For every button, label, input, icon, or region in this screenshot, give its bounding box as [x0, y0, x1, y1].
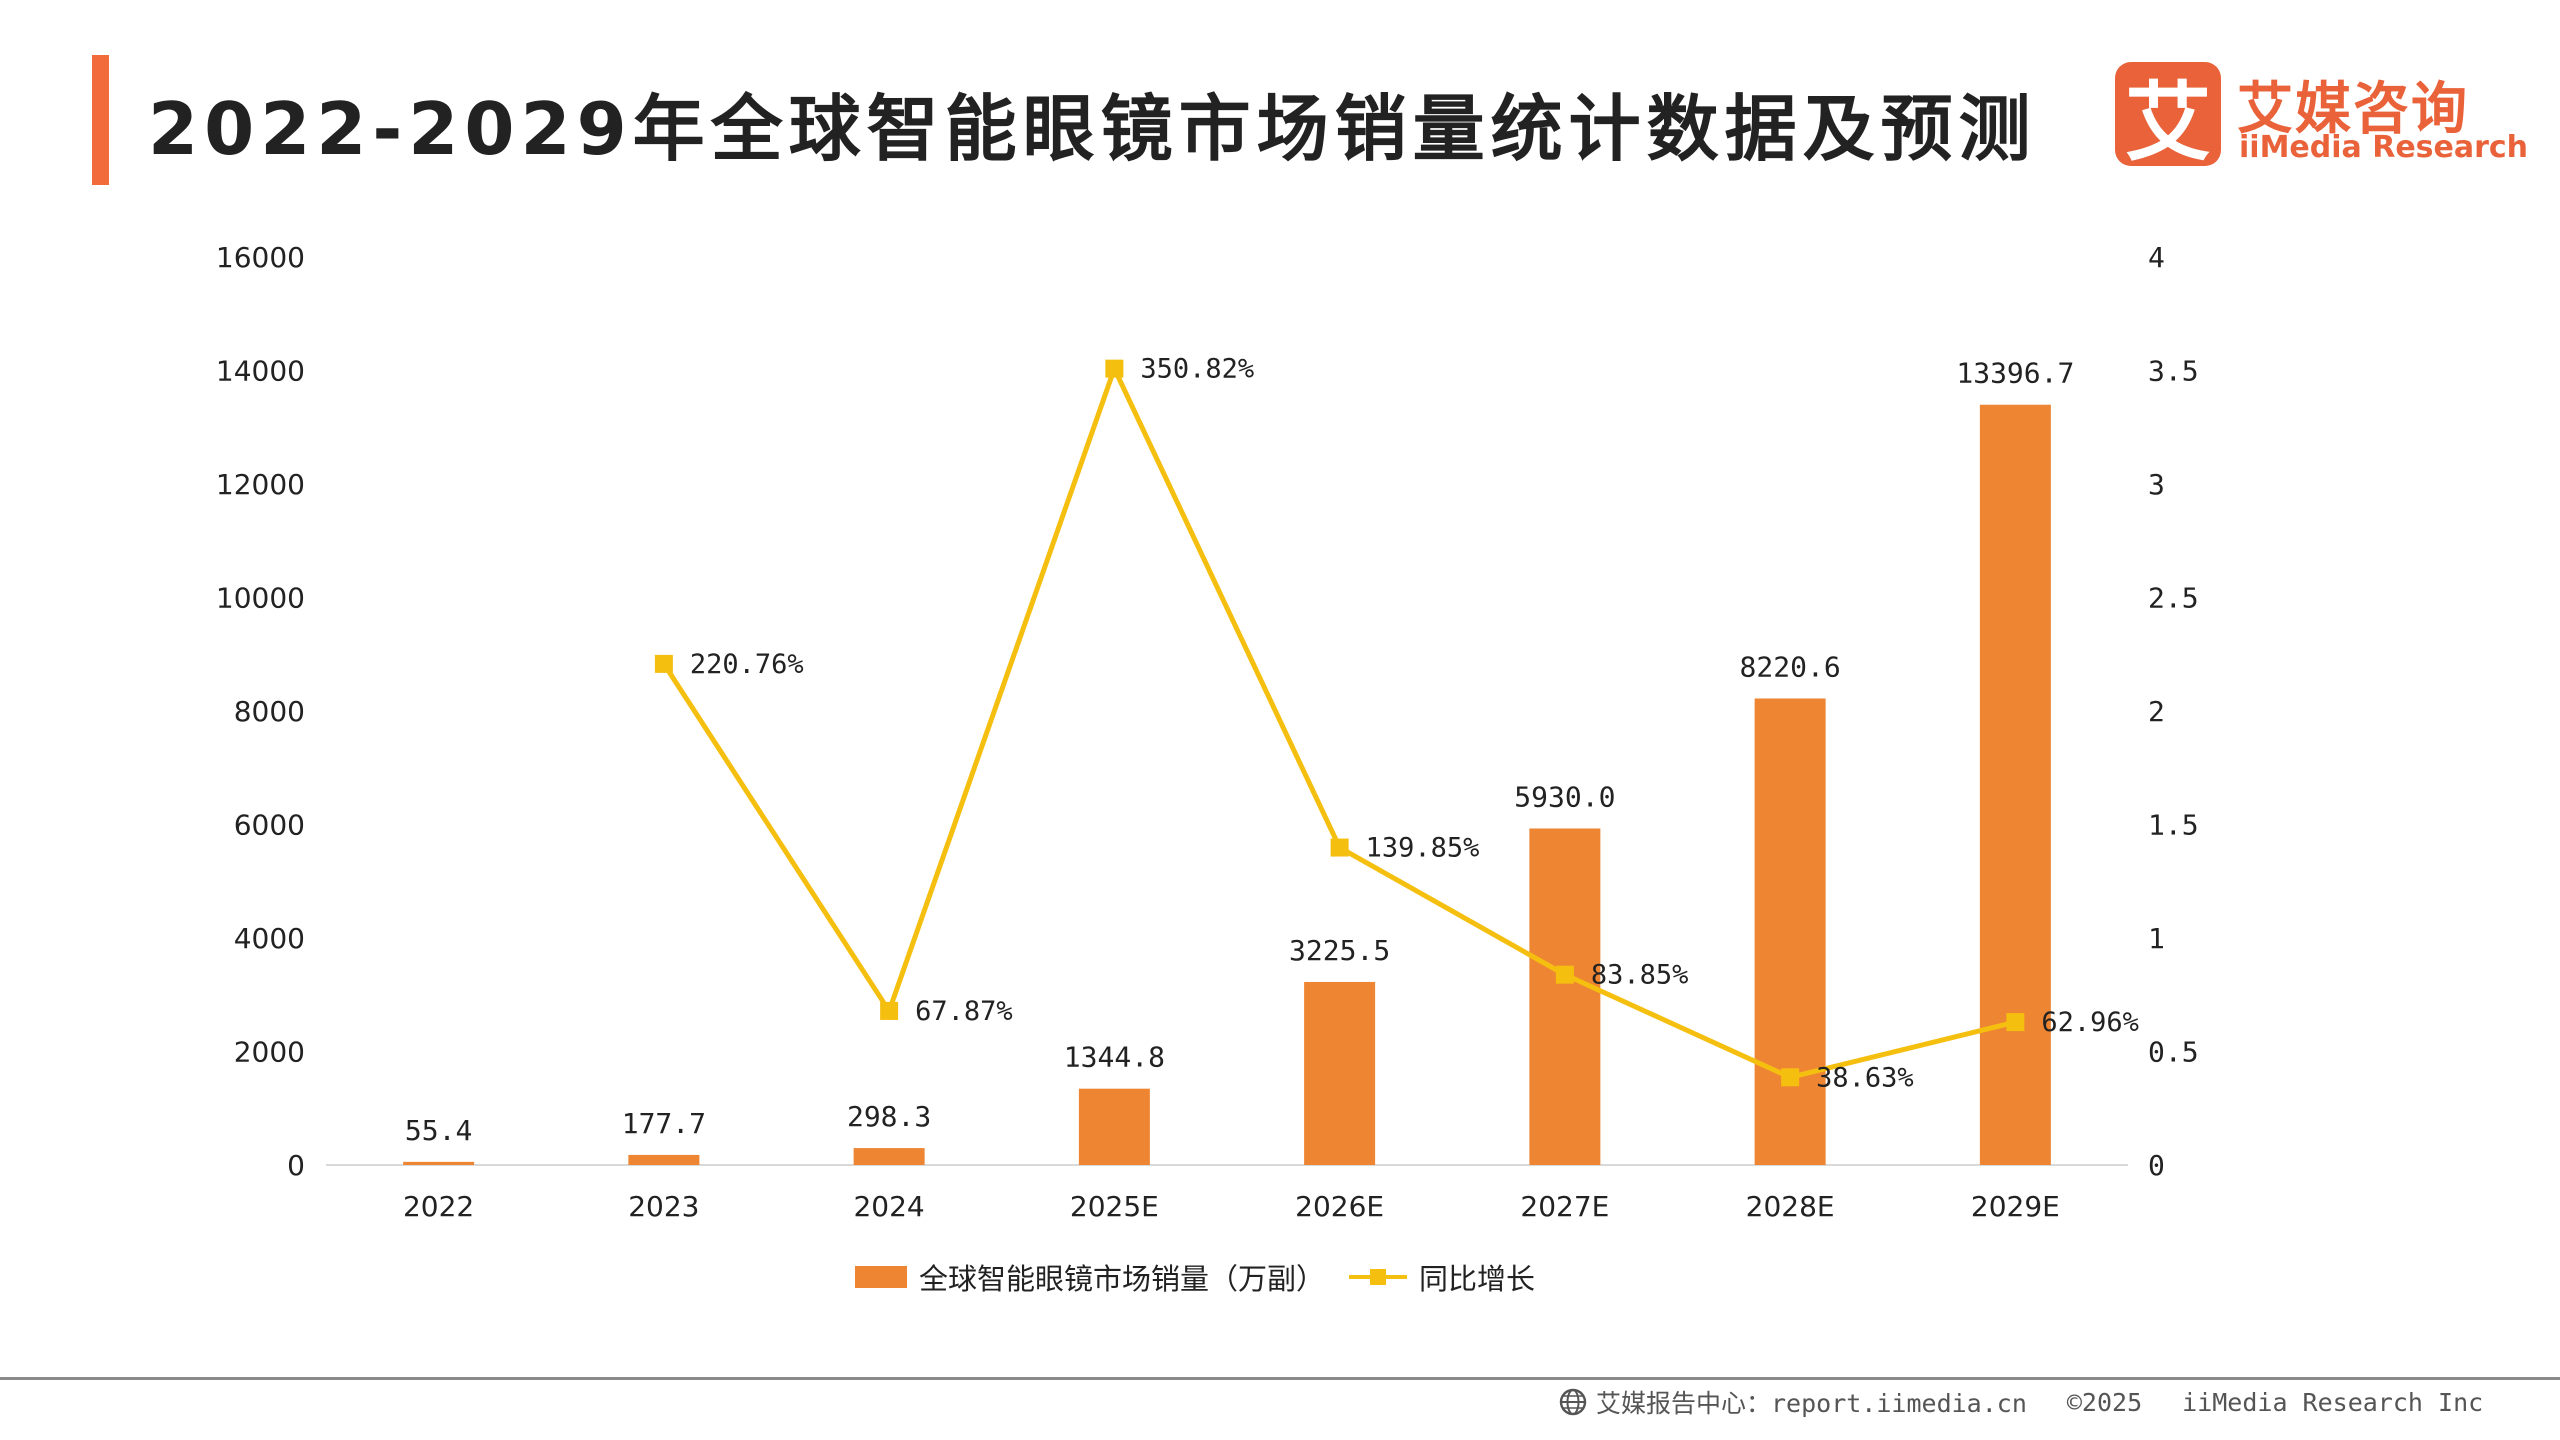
logo-name-en: iiMedia Research — [2239, 130, 2529, 165]
bar — [1078, 1088, 1150, 1165]
bar — [403, 1161, 475, 1165]
growth-value-label: 220.76% — [690, 649, 804, 680]
y-right-tick-label: 2.5 — [2148, 582, 2199, 615]
x-tick-label: 2022 — [403, 1190, 474, 1223]
y-left-tick-label: 4000 — [234, 922, 305, 955]
growth-marker — [880, 1001, 899, 1020]
growth-value-label: 350.82% — [1140, 354, 1254, 385]
growth-marker — [1781, 1068, 1800, 1087]
y-right-tick-label: 3 — [2148, 468, 2165, 501]
y-right-tick-label: 0.5 — [2148, 1036, 2199, 1069]
footer-source: 艾媒报告中心：report.iimedia.cn — [1596, 1389, 2027, 1418]
y-left-tick-label: 10000 — [216, 582, 305, 615]
footer-company[interactable]: iiMedia Research Inc — [2182, 1387, 2484, 1417]
bar-value-label: 177.7 — [622, 1107, 706, 1140]
y-left-tick-label: 2000 — [234, 1036, 305, 1069]
legend-line-swatch — [1349, 1266, 1408, 1288]
growth-value-label: 83.85% — [1591, 960, 1689, 991]
growth-marker — [1105, 359, 1124, 378]
x-tick-label: 2028E — [1746, 1190, 1835, 1223]
growth-value-label: 139.85% — [1366, 833, 1480, 864]
page-title: 2022-2029年全球智能眼镜市场销量统计数据及预测 — [148, 87, 2037, 171]
brand-logo: 艾 艾媒咨询 iiMedia Research — [2115, 62, 2528, 173]
bar-value-label: 298.3 — [847, 1100, 931, 1133]
legend-line-label: 同比增长 — [1419, 1262, 1536, 1296]
y-left-tick-label: 14000 — [216, 355, 305, 388]
footer-copyright: ©2025 — [2066, 1387, 2143, 1417]
y-left-tick-label: 8000 — [234, 695, 305, 728]
y-left-tick-label: 12000 — [216, 468, 305, 501]
legend-bar-swatch — [855, 1266, 907, 1288]
growth-marker — [2006, 1013, 2025, 1032]
growth-marker — [1555, 965, 1574, 984]
legend-bar-label: 全球智能眼镜市场销量（万副） — [919, 1262, 1326, 1296]
chart-legend: 全球智能眼镜市场销量（万副） 同比增长 — [855, 1255, 1535, 1299]
y-right-tick-label: 1.5 — [2148, 809, 2199, 842]
bar-value-label: 5930.0 — [1514, 780, 1615, 813]
title-accent-bar — [92, 55, 109, 185]
bar — [628, 1154, 700, 1165]
bar-value-label: 3225.5 — [1289, 934, 1390, 967]
growth-value-label: 38.63% — [1816, 1062, 1914, 1093]
bar — [1754, 698, 1826, 1165]
x-tick-label: 2026E — [1295, 1190, 1384, 1223]
x-tick-label: 2024 — [853, 1190, 924, 1223]
y-right-tick-label: 1 — [2148, 922, 2165, 955]
growth-value-label: 62.96% — [2041, 1007, 2139, 1038]
y-left-tick-label: 6000 — [234, 809, 305, 842]
growth-marker — [654, 654, 673, 673]
y-right-tick-label: 4 — [2148, 241, 2165, 274]
growth-marker — [1330, 838, 1349, 857]
footer: 艾媒报告中心：report.iimedia.cn ©2025 iiMedia R… — [1558, 1386, 2483, 1418]
globe-icon — [1559, 1388, 1587, 1416]
logo-name-cn: 艾媒咨询 — [2237, 77, 2469, 142]
bar-value-label: 8220.6 — [1740, 650, 1841, 683]
bar — [1979, 404, 2051, 1165]
growth-value-label: 67.87% — [915, 996, 1013, 1027]
bar — [1529, 828, 1601, 1165]
bar-value-label: 55.4 — [405, 1114, 472, 1147]
x-tick-label: 2025E — [1070, 1190, 1159, 1223]
y-left-tick-label: 16000 — [216, 241, 305, 274]
x-tick-label: 2027E — [1520, 1190, 1609, 1223]
bar-value-label: 13396.7 — [1956, 357, 2074, 390]
y-left-tick-label: 0 — [287, 1149, 305, 1182]
bar — [853, 1148, 925, 1165]
bar-value-label: 1344.8 — [1064, 1041, 1165, 1074]
x-tick-label: 2029E — [1971, 1190, 2060, 1223]
y-right-tick-label: 2 — [2148, 695, 2165, 728]
bar — [1304, 981, 1376, 1165]
y-right-tick-label: 0 — [2148, 1149, 2165, 1182]
footer-divider — [0, 1377, 2560, 1380]
logo-mark: 艾 — [2115, 62, 2221, 173]
x-tick-label: 2023 — [628, 1190, 699, 1223]
y-right-tick-label: 3.5 — [2148, 355, 2199, 388]
